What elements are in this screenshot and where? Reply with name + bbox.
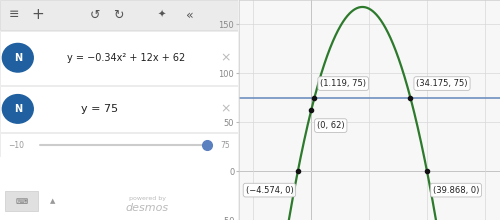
- Text: ×: ×: [220, 102, 231, 116]
- Text: (1.119, 75): (1.119, 75): [320, 79, 366, 88]
- Text: ×: ×: [220, 51, 231, 64]
- Text: −10: −10: [8, 141, 24, 150]
- Text: (0, 62): (0, 62): [317, 121, 344, 130]
- Circle shape: [2, 95, 33, 123]
- Text: ✦: ✦: [158, 10, 166, 20]
- Bar: [5, 191, 38, 211]
- Text: N: N: [14, 104, 22, 114]
- Circle shape: [2, 43, 33, 72]
- Text: +: +: [32, 7, 44, 22]
- Text: N: N: [14, 53, 22, 63]
- Bar: [0, 86, 238, 132]
- Text: ▲: ▲: [50, 198, 55, 204]
- Bar: [0, 31, 238, 85]
- Text: desmos: desmos: [126, 203, 169, 213]
- Text: (34.175, 75): (34.175, 75): [416, 79, 468, 88]
- Text: (39.868, 0): (39.868, 0): [433, 186, 479, 195]
- Text: ≡: ≡: [9, 8, 20, 22]
- Text: «: «: [186, 8, 194, 22]
- Bar: [0, 133, 238, 157]
- Text: (−4.574, 0): (−4.574, 0): [246, 186, 294, 195]
- Bar: [0, 157, 238, 220]
- Bar: [0, 0, 238, 30]
- Text: ↻: ↻: [114, 8, 124, 22]
- Text: powered by: powered by: [129, 196, 166, 200]
- Text: y = 75: y = 75: [81, 104, 118, 114]
- Text: 75: 75: [221, 141, 230, 150]
- Text: ⌨: ⌨: [16, 197, 28, 206]
- Text: ↺: ↺: [90, 8, 100, 22]
- Text: y = −0.34x² + 12x + 62: y = −0.34x² + 12x + 62: [67, 53, 185, 63]
